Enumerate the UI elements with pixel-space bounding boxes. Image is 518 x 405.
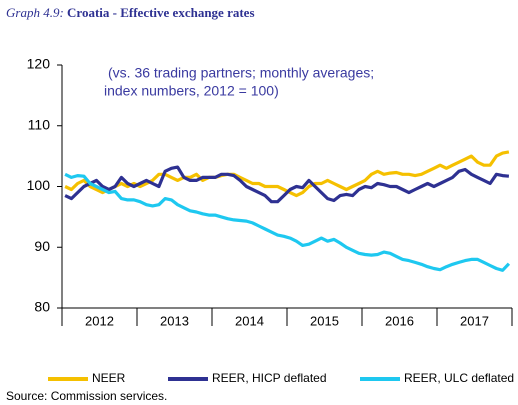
series-line bbox=[64, 165, 510, 204]
x-tick-label: 2013 bbox=[160, 313, 189, 328]
y-tick-label: 110 bbox=[28, 116, 51, 132]
y-tick-label: 80 bbox=[34, 299, 50, 315]
y-tick-label: 120 bbox=[27, 56, 51, 72]
y-tick-label: 100 bbox=[27, 177, 51, 193]
source: Source: Commission services. bbox=[6, 389, 167, 403]
legend-label: REER, ULC deflated bbox=[404, 371, 514, 385]
y-tick-label: 90 bbox=[34, 238, 50, 254]
x-tick-label: 2017 bbox=[460, 313, 489, 328]
x-tick-label: 2014 bbox=[235, 313, 264, 328]
title-prefix: Graph 4.9: bbox=[6, 5, 64, 20]
series-line bbox=[64, 150, 510, 198]
series-line bbox=[64, 172, 511, 272]
legend-label: NEER bbox=[92, 371, 126, 385]
x-tick-label: 2016 bbox=[385, 313, 414, 328]
title-line: Graph 4.9: Croatia - Effective exchange … bbox=[6, 5, 255, 20]
chart-title: Croatia - Effective exchange rates bbox=[67, 5, 254, 20]
x-tick-label: 2012 bbox=[85, 313, 114, 328]
annotation: (vs. 36 trading partners; monthly averag… bbox=[108, 65, 374, 81]
annotation: index numbers, 2012 = 100) bbox=[104, 83, 279, 99]
x-tick-label: 2015 bbox=[310, 313, 339, 328]
legend-label: REER, HICP deflated bbox=[212, 371, 327, 385]
